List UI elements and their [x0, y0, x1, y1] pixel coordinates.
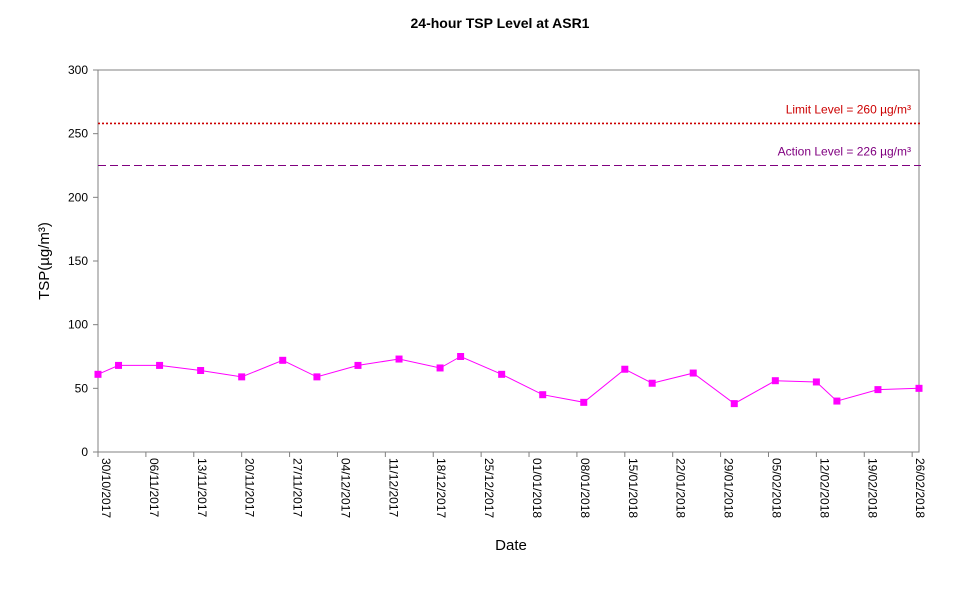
- data-point: [197, 367, 205, 375]
- x-tick-label: 29/01/2018: [722, 458, 736, 518]
- data-point: [689, 369, 697, 377]
- reference-line-label: Action Level = 226 µg/m³: [778, 145, 911, 159]
- data-point: [436, 364, 444, 372]
- x-tick-label: 25/12/2017: [482, 458, 496, 518]
- data-point: [833, 397, 841, 405]
- y-tick-label: 150: [68, 254, 88, 268]
- data-point: [580, 398, 588, 406]
- x-tick-label: 01/01/2018: [530, 458, 544, 518]
- data-point: [812, 378, 820, 386]
- series-layer: [94, 353, 923, 408]
- data-point: [115, 361, 123, 369]
- reference-lines: Limit Level = 260 µg/m³ Action Level = 22…: [98, 102, 921, 166]
- data-point: [156, 361, 164, 369]
- x-tick-label: 27/11/2017: [291, 458, 305, 517]
- x-tick-label: 26/02/2018: [913, 458, 927, 518]
- data-point: [313, 373, 321, 381]
- x-tick-label: 30/10/2017: [99, 458, 113, 518]
- x-tick-label: 12/02/2018: [817, 458, 831, 518]
- y-tick-label: 100: [68, 318, 88, 332]
- y-tick-label: 0: [81, 445, 88, 459]
- x-tick-label: 11/12/2017: [386, 458, 400, 517]
- data-point: [457, 353, 465, 360]
- y-tick-label: 250: [68, 127, 88, 141]
- data-point: [730, 400, 738, 408]
- data-point: [874, 386, 882, 394]
- chart-title: 24-hour TSP Level at ASR1: [411, 15, 590, 31]
- data-point: [539, 391, 547, 399]
- x-tick-label: 22/01/2018: [674, 458, 688, 518]
- data-point: [621, 365, 629, 373]
- x-tick-label: 04/12/2017: [338, 458, 352, 518]
- data-point: [279, 356, 287, 364]
- x-tick-label: 18/12/2017: [434, 458, 448, 518]
- y-tick-label: 200: [68, 190, 88, 204]
- data-point: [354, 361, 362, 369]
- x-tick-label: 06/11/2017: [147, 458, 161, 517]
- x-tick-label: 20/11/2017: [243, 458, 257, 517]
- data-point: [648, 379, 656, 387]
- x-axis: 30/10/2017 06/11/2017 13/11/2017 20/11/2017…: [97, 452, 927, 518]
- x-tick-label: 19/02/2018: [865, 458, 879, 518]
- x-tick-label: 13/11/2017: [195, 458, 209, 517]
- data-point: [395, 355, 403, 363]
- series-line: [97, 355, 920, 405]
- y-tick-label: 300: [68, 63, 88, 77]
- reference-line-label: Limit Level = 260 µg/m³: [786, 102, 911, 116]
- y-axis: 0 50 100 150 200 250 300: [68, 63, 98, 459]
- data-point: [238, 373, 246, 381]
- data-point: [94, 370, 102, 378]
- data-point: [771, 377, 779, 385]
- y-tick-label: 50: [75, 381, 89, 395]
- data-point: [498, 370, 506, 378]
- plot-area: [97, 69, 920, 453]
- x-tick-label: 15/01/2018: [626, 458, 640, 518]
- x-tick-label: 05/02/2018: [769, 458, 783, 518]
- y-axis-title: TSP(µg/m³): [36, 222, 53, 300]
- x-tick-label: 08/01/2018: [578, 458, 592, 518]
- x-axis-title: Date: [495, 537, 527, 554]
- data-point: [915, 384, 923, 392]
